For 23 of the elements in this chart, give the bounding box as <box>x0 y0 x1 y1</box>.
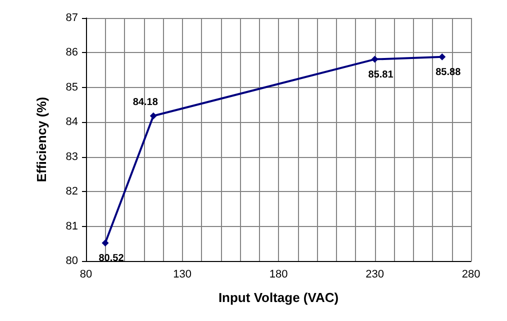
data-label: 80.52 <box>98 252 124 264</box>
x-tick-label: 180 <box>269 268 288 280</box>
y-tick-label: 87 <box>66 12 78 24</box>
x-tick-label: 230 <box>366 268 384 280</box>
x-tick-label: 80 <box>80 268 92 280</box>
x-tick-label: 280 <box>462 268 480 280</box>
data-label: 85.88 <box>436 66 462 78</box>
point <box>371 56 378 63</box>
x-tick-label: 130 <box>173 268 192 280</box>
y-tick-label: 80 <box>66 255 78 267</box>
y-tick-label: 81 <box>66 220 78 232</box>
y-tick-label: 83 <box>66 150 78 163</box>
y-tick-label: 85 <box>66 81 78 94</box>
y-tick-label: 84 <box>66 116 78 128</box>
data-label: 85.81 <box>368 69 394 80</box>
x-axis-title: Input Voltage (VAC) <box>218 290 339 305</box>
y-tick-label: 82 <box>66 186 78 198</box>
y-tick-label: 86 <box>66 46 78 59</box>
data-label: 84.18 <box>132 96 158 108</box>
point <box>438 53 446 60</box>
y-axis-title: Efficiency (%) <box>34 96 49 182</box>
point <box>150 112 157 120</box>
point <box>102 239 109 246</box>
